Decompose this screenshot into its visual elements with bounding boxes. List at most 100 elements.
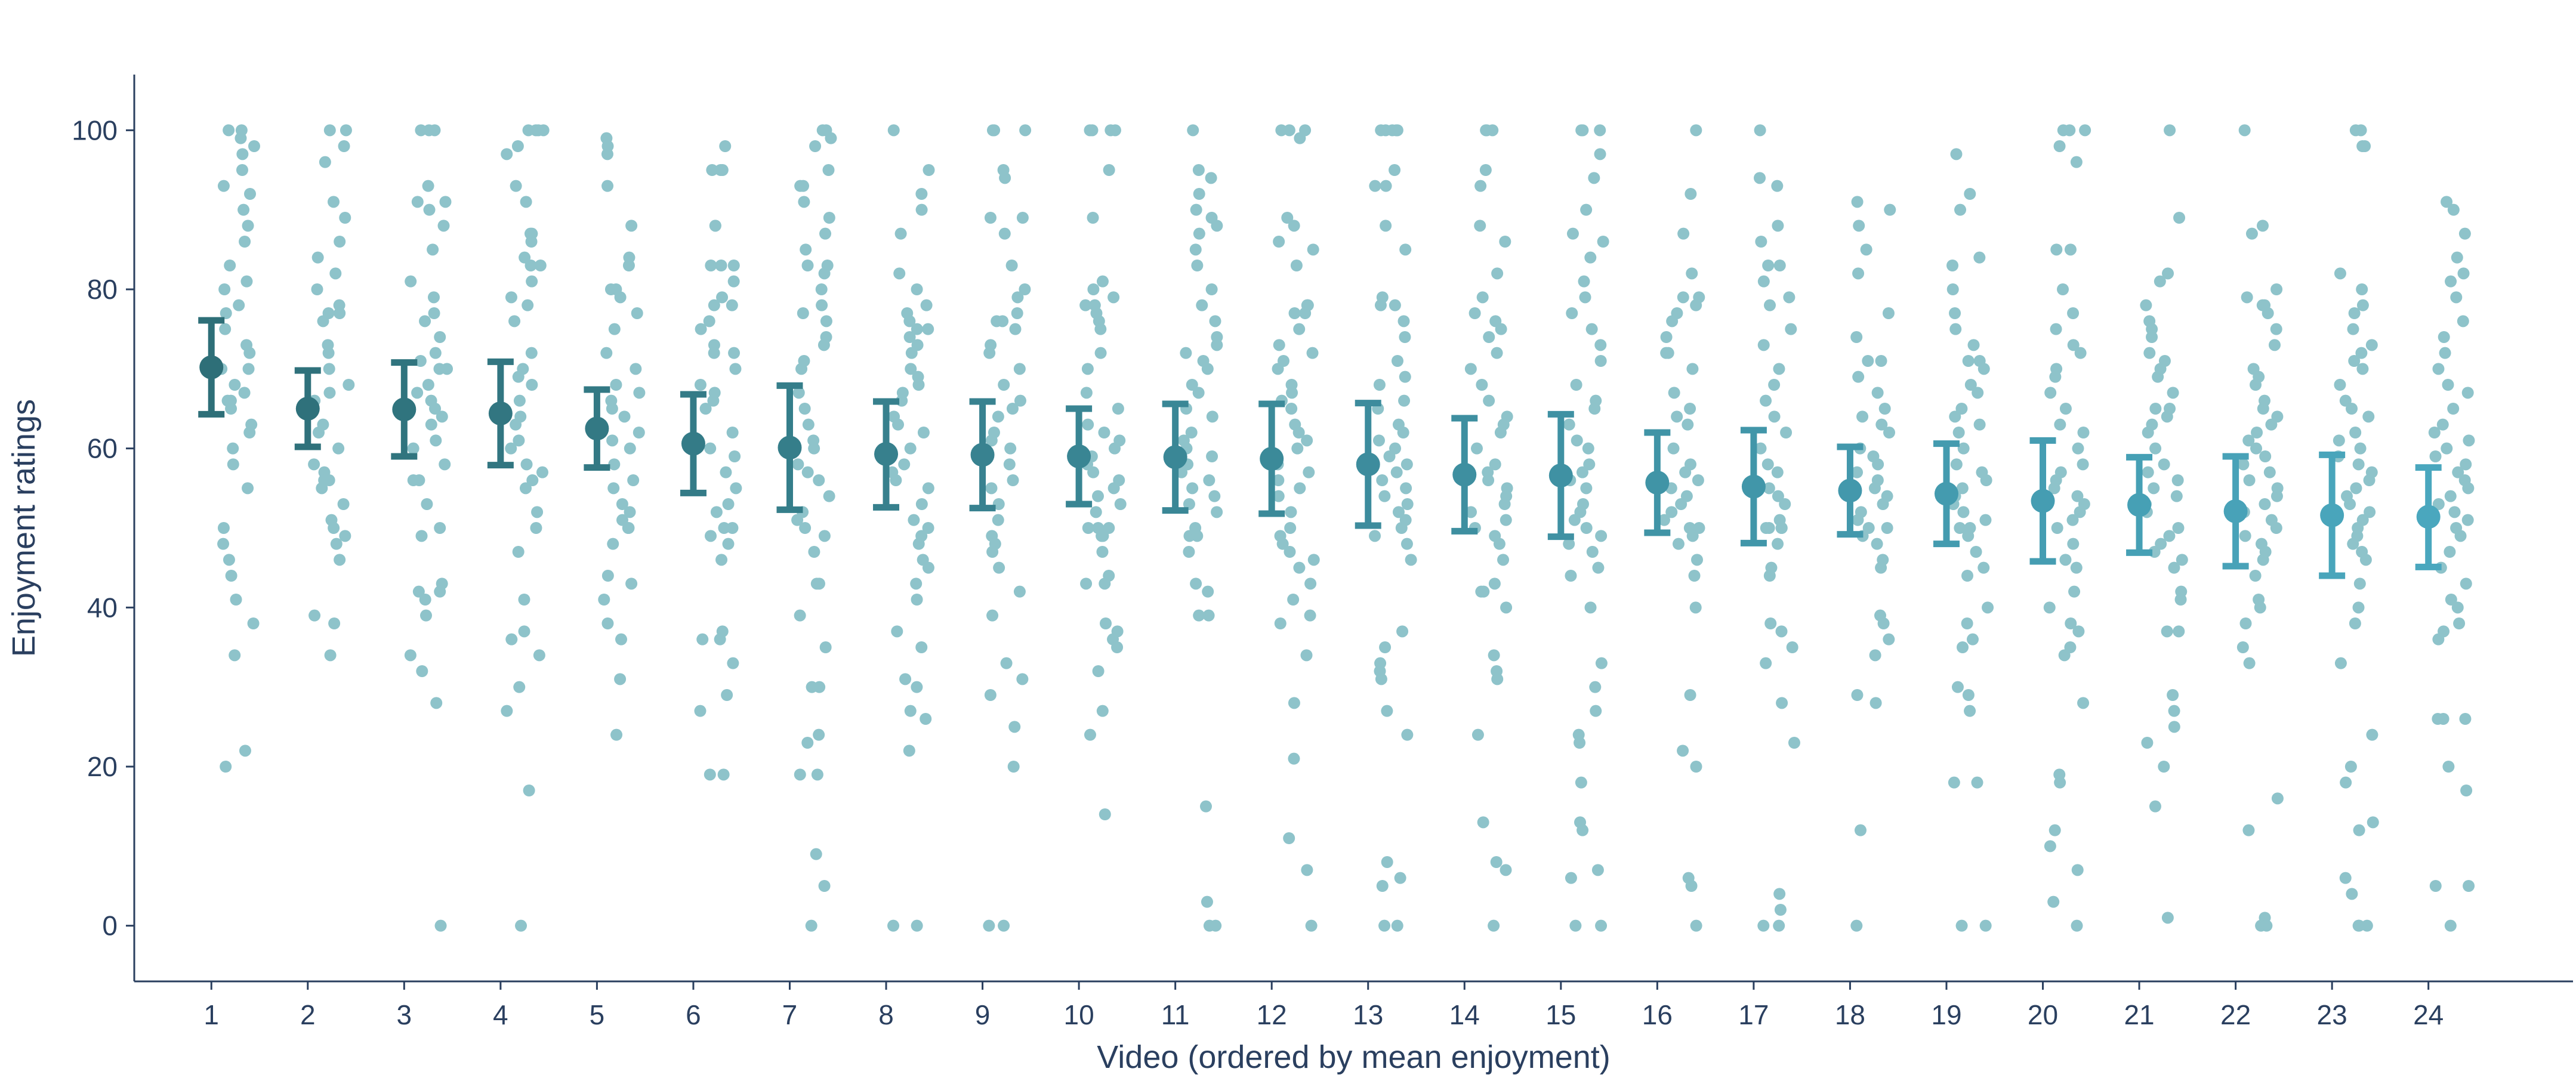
rating-point bbox=[2049, 370, 2062, 383]
rating-point bbox=[1860, 243, 1872, 256]
rating-point bbox=[1692, 474, 1704, 486]
rating-point bbox=[1852, 370, 1865, 383]
y-tick-label: 60 bbox=[87, 433, 118, 464]
x-tick-label: 4 bbox=[493, 999, 508, 1030]
rating-point bbox=[235, 132, 247, 144]
rating-point bbox=[2077, 427, 2090, 438]
rating-point bbox=[407, 442, 419, 455]
rating-point bbox=[1679, 466, 1692, 478]
rating-point bbox=[1193, 609, 1205, 622]
rating-point bbox=[1378, 490, 1391, 502]
rating-point bbox=[1273, 236, 1285, 248]
rating-point bbox=[338, 140, 350, 152]
rating-point bbox=[727, 657, 739, 669]
rating-point bbox=[1401, 728, 1414, 741]
rating-point bbox=[1591, 864, 1604, 876]
rating-point bbox=[2270, 283, 2283, 295]
rating-point bbox=[1005, 260, 1018, 271]
rating-point bbox=[2148, 482, 2160, 495]
rating-point bbox=[986, 609, 999, 622]
axes-layer bbox=[133, 75, 2573, 983]
rating-point bbox=[1374, 299, 1387, 311]
rating-point bbox=[1972, 387, 1984, 399]
rating-point bbox=[915, 498, 928, 510]
rating-point bbox=[2353, 577, 2366, 590]
rating-point bbox=[1964, 705, 1976, 717]
rating-point bbox=[1292, 427, 1305, 438]
rating-point bbox=[2243, 657, 2256, 669]
rating-point bbox=[2356, 283, 2368, 295]
rating-point bbox=[2352, 601, 2365, 614]
rating-point bbox=[434, 331, 446, 343]
rating-point bbox=[441, 363, 454, 375]
rating-point bbox=[985, 482, 998, 495]
rating-point bbox=[1588, 172, 1600, 184]
rating-point bbox=[2453, 617, 2466, 629]
rating-point bbox=[1190, 577, 1202, 590]
rating-point bbox=[608, 458, 621, 471]
rating-point bbox=[1202, 609, 1215, 622]
rating-point bbox=[1303, 466, 1315, 478]
rating-point bbox=[887, 124, 900, 137]
rating-point bbox=[1690, 761, 1702, 773]
rating-point bbox=[242, 220, 254, 232]
rating-point bbox=[2445, 275, 2457, 288]
rating-point bbox=[905, 347, 918, 359]
rating-point bbox=[1964, 188, 1976, 200]
rating-point bbox=[703, 315, 715, 328]
rating-point bbox=[704, 442, 717, 455]
rating-point bbox=[2071, 864, 2084, 876]
rating-point bbox=[327, 196, 340, 208]
rating-point bbox=[1099, 808, 1111, 820]
rating-point bbox=[2463, 434, 2475, 447]
mean-marker bbox=[970, 443, 995, 467]
rating-point bbox=[2164, 124, 2176, 137]
rating-point bbox=[1877, 617, 1890, 629]
rating-point bbox=[894, 227, 907, 240]
rating-point bbox=[1206, 410, 1218, 423]
x-tick-label: 2 bbox=[300, 999, 316, 1030]
rating-point bbox=[2353, 919, 2365, 932]
rating-point bbox=[1003, 458, 1016, 471]
rating-point bbox=[903, 315, 916, 328]
rating-point bbox=[2072, 442, 2084, 455]
rating-point bbox=[311, 283, 323, 295]
rating-point bbox=[427, 291, 440, 304]
rating-point bbox=[2263, 466, 2276, 478]
rating-point bbox=[1871, 387, 1884, 399]
rating-point bbox=[1389, 299, 1401, 311]
rating-point bbox=[1489, 458, 1501, 471]
rating-point bbox=[1763, 482, 1775, 495]
rating-point bbox=[717, 768, 730, 781]
rating-point bbox=[2344, 498, 2356, 510]
rating-point bbox=[2334, 379, 2346, 391]
y-tick-label: 0 bbox=[102, 910, 118, 941]
rating-point bbox=[1016, 212, 1029, 224]
rating-point bbox=[614, 673, 627, 685]
rating-point bbox=[428, 307, 440, 319]
rating-point bbox=[522, 124, 535, 137]
rating-point bbox=[2457, 267, 2470, 280]
rating-point bbox=[422, 379, 434, 391]
rating-point bbox=[904, 705, 917, 717]
rating-point bbox=[825, 132, 837, 144]
x-tick-label: 3 bbox=[397, 999, 412, 1030]
rating-point bbox=[1775, 625, 1788, 638]
rating-point bbox=[887, 919, 900, 932]
rating-point bbox=[1099, 577, 1111, 590]
rating-point bbox=[1480, 124, 1493, 137]
rating-point bbox=[1006, 403, 1019, 415]
rating-point bbox=[618, 410, 631, 423]
rating-point bbox=[795, 363, 808, 375]
mean-marker bbox=[392, 397, 417, 422]
mean-marker bbox=[585, 416, 609, 441]
rating-point bbox=[1971, 776, 1983, 789]
rating-point bbox=[1111, 641, 1124, 653]
rating-point bbox=[1201, 895, 1213, 908]
rating-point bbox=[2071, 919, 2083, 932]
rating-point bbox=[1869, 697, 1882, 709]
rating-point bbox=[1013, 585, 1026, 598]
rating-point bbox=[2067, 339, 2080, 351]
rating-point bbox=[2149, 800, 2161, 813]
